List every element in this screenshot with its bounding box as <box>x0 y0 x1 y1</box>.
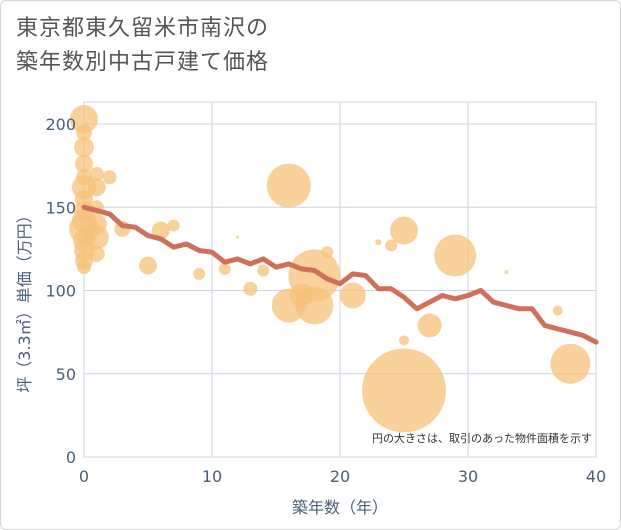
bubble-point <box>89 166 104 181</box>
y-axis-label: 坪（3.3㎡）単価（万円） <box>15 207 34 392</box>
tick-labels: 0 10 20 30 40 0 50 100 150 200 <box>45 115 606 486</box>
bubble-point <box>193 267 206 280</box>
bubble-point <box>390 216 418 245</box>
title-line-2: 築年数別中古戸建て価格 <box>16 50 270 75</box>
bubble-point <box>75 154 93 173</box>
bubble-point <box>417 313 442 338</box>
bubble-point <box>550 343 591 384</box>
bubble-point <box>257 264 270 277</box>
bubble-point <box>321 246 334 259</box>
bubble-point <box>70 105 98 134</box>
x-tick-label: 40 <box>586 467 606 486</box>
bubble-point <box>362 348 446 433</box>
bubble-point <box>167 219 180 232</box>
bubble-point <box>236 235 240 239</box>
bubble-point <box>88 245 105 262</box>
title-line-1: 東京都東久留米市南沢の <box>16 16 270 41</box>
grid-lines <box>83 102 597 458</box>
bubble-point <box>434 234 477 277</box>
x-axis-label: 築年数（年） <box>292 498 388 517</box>
bubble-point <box>399 335 409 346</box>
bubble-point <box>77 260 91 275</box>
trend-line <box>81 204 599 345</box>
bubble-point <box>102 170 117 185</box>
bubble-point <box>218 262 231 275</box>
size-note: 円の大きさは、取引のあった物件面積を示す <box>372 431 592 445</box>
bubble-point <box>84 225 109 250</box>
bubble-point <box>151 221 170 240</box>
bubble-point <box>288 249 341 302</box>
bubble-point <box>76 124 92 141</box>
bubble-point <box>87 178 106 197</box>
x-tick-label: 20 <box>330 467 350 486</box>
bubble-point <box>266 163 311 208</box>
bubble-point <box>243 281 258 296</box>
bubble-point <box>74 137 94 158</box>
x-tick-label: 0 <box>79 467 89 486</box>
x-tick-label: 30 <box>458 467 478 486</box>
y-tick-label: 200 <box>45 115 76 134</box>
bubble-point <box>139 256 157 275</box>
x-tick-label: 10 <box>202 467 222 486</box>
bubble-point <box>504 270 509 275</box>
chart-title: 東京都東久留米市南沢の 築年数別中古戸建て価格 <box>16 12 269 80</box>
y-tick-label: 50 <box>56 365 76 384</box>
bubble-point <box>385 239 398 252</box>
y-tick-label: 150 <box>45 198 76 217</box>
bubble-point <box>375 239 382 246</box>
bubble-point <box>339 282 366 309</box>
y-tick-label: 0 <box>66 448 76 467</box>
y-tick-label: 100 <box>45 282 76 301</box>
bubble-point <box>552 305 563 316</box>
